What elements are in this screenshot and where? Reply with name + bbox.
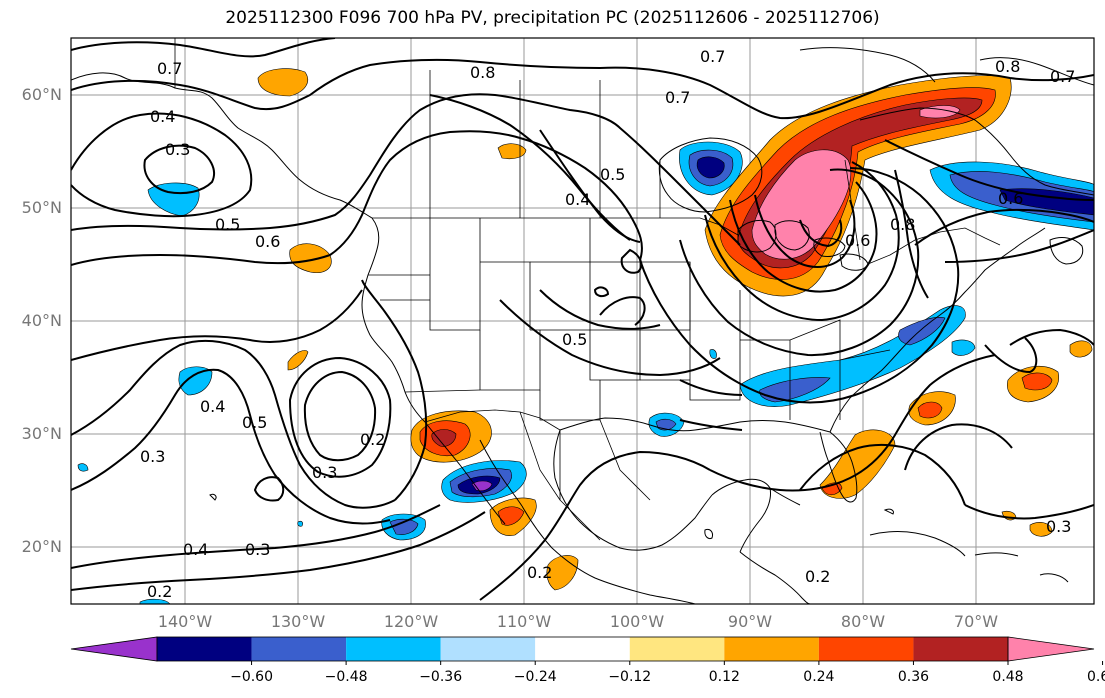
contour-label: 0.2 — [805, 567, 830, 586]
contour-label: 0.8 — [470, 63, 495, 82]
contour-label: 0.3 — [140, 447, 165, 466]
colorbar-segment — [346, 637, 441, 661]
contour-label: 0.3 — [312, 463, 337, 482]
contour-label: 0.7 — [700, 47, 725, 66]
contour-label: 0.7 — [157, 59, 182, 78]
lon-label: 90°W — [728, 612, 772, 631]
contour-label: 0.7 — [665, 88, 690, 107]
contour-label: 0.4 — [200, 397, 225, 416]
contour-label: 0.5 — [242, 413, 267, 432]
contour-label: 0.6 — [845, 231, 870, 250]
colorbar-segment — [913, 637, 1008, 661]
lon-label: 100°W — [610, 612, 665, 631]
colorbar-tick-label: 0.36 — [898, 669, 929, 685]
contour-label: 0.6 — [255, 232, 280, 251]
contour-label: 0.2 — [147, 582, 172, 601]
colorbar-tick-label: 0.48 — [992, 669, 1023, 685]
lon-label: 120°W — [384, 612, 439, 631]
colorbar-tick-label: 0.12 — [709, 669, 740, 685]
contour-label: 0.4 — [150, 107, 175, 126]
contour-label: 0.8 — [995, 57, 1020, 76]
colorbar-segment — [157, 637, 252, 661]
colorbar-extend-low — [70, 636, 158, 662]
colorbar-segment — [251, 637, 347, 661]
contour-label: 0.5 — [600, 165, 625, 184]
longitude-labels: 140°W 130°W 120°W 110°W 100°W 90°W 80°W … — [158, 612, 998, 631]
contour-label: 0.5 — [215, 215, 240, 234]
colorbar-tick-label: −0.12 — [608, 669, 651, 685]
map-plot-area: 0.7 0.4 0.3 0.5 0.6 0.8 0.7 0.7 0.5 0.4 … — [71, 38, 1094, 604]
contour-label: 0.4 — [183, 540, 208, 559]
lat-label: 50°N — [22, 198, 62, 217]
lat-label: 20°N — [22, 537, 62, 556]
colorbar-tick-label: −0.24 — [514, 669, 557, 685]
contour-label: 0.3 — [245, 540, 270, 559]
contour-label: 0.5 — [562, 330, 587, 349]
colorbar-segment — [440, 637, 536, 661]
lon-label: 110°W — [497, 612, 552, 631]
colorbar-segment — [629, 637, 725, 661]
lat-label: 30°N — [22, 424, 62, 443]
contour-label: 0.3 — [1046, 517, 1071, 536]
colorbar-tick-label: 0.60 — [1087, 669, 1105, 685]
contour-labels: 0.7 0.4 0.3 0.5 0.6 0.8 0.7 0.7 0.5 0.4 … — [140, 47, 1075, 601]
map-title: 2025112300 F096 700 hPa PV, precipitatio… — [225, 8, 880, 28]
colorbar-tick-label: −0.60 — [230, 669, 273, 685]
colorbar-frame — [156, 636, 1009, 662]
latitude-labels: 60°N 50°N 40°N 30°N 20°N — [22, 85, 62, 556]
contour-label: 0.7 — [1050, 67, 1075, 86]
lon-label: 140°W — [158, 612, 213, 631]
contour-label: 0.6 — [998, 189, 1023, 208]
colorbar-segment — [535, 637, 630, 661]
contour-label: 0.2 — [360, 430, 385, 449]
coastlines — [71, 47, 1094, 604]
precipitation-fill — [77, 68, 1094, 604]
map-frame — [70, 37, 1095, 605]
colorbar-tick-label: −0.48 — [325, 669, 368, 685]
lat-label: 60°N — [22, 85, 62, 104]
contour-label: 0.2 — [527, 563, 552, 582]
pv-contours — [71, 38, 1094, 601]
colorbar-segment — [818, 637, 914, 661]
colorbar-extend-high — [1007, 636, 1095, 662]
contour-label: 0.8 — [890, 215, 915, 234]
lon-label: 130°W — [271, 612, 326, 631]
contour-label: 0.3 — [165, 140, 190, 159]
lon-label: 80°W — [841, 612, 885, 631]
lon-label: 70°W — [954, 612, 998, 631]
lat-label: 40°N — [22, 311, 62, 330]
colorbar: −0.60 −0.48 −0.36 −0.24 −0.12 0.12 0.24 0.36 0.4… — [70, 636, 1105, 685]
colorbar-tick-label: 0.24 — [803, 669, 834, 685]
colorbar-segment — [724, 637, 819, 661]
colorbar-tick-label: −0.36 — [419, 669, 462, 685]
contour-label: 0.4 — [565, 190, 590, 209]
